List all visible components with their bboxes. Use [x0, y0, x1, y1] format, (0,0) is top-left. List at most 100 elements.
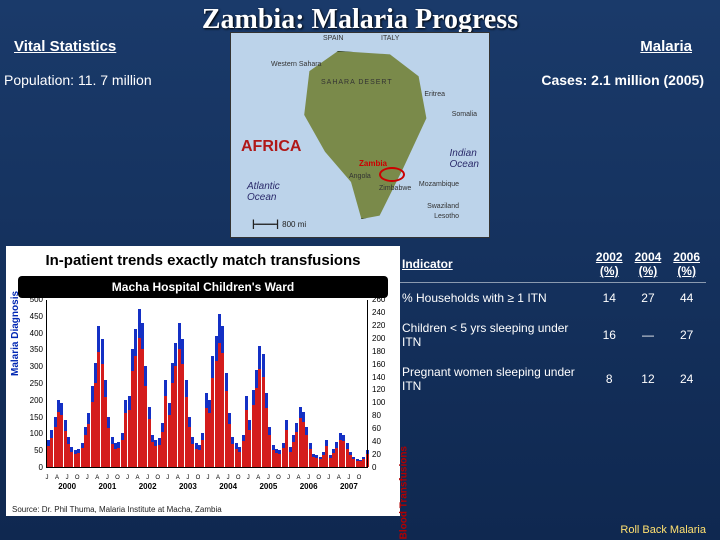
africa-map: AFRICA Atlantic Ocean Indian Ocean ┣━━━━… [230, 32, 490, 238]
year-tick: 2004 [219, 482, 237, 491]
month-tick: J [86, 475, 89, 481]
year-tick: 2006 [300, 482, 318, 491]
map-tiny-label: SPAIN [323, 35, 344, 42]
ytick-left: 50 [34, 446, 43, 455]
map-label-indian: Indian Ocean [450, 148, 479, 170]
map-tiny-label: Mozambique [419, 181, 459, 188]
table-row: Children < 5 yrs sleeping under ITN16—27 [396, 313, 706, 357]
map-tiny-label: Zimbabwe [379, 185, 411, 192]
indicator-table: Indicator2002(%)2004(%)2006(%) % Househo… [396, 246, 706, 401]
ytick-right: 40 [372, 437, 381, 446]
month-tick: A [55, 475, 59, 481]
table-header: Indicator [396, 246, 590, 283]
ytick-left: 450 [30, 312, 43, 321]
indicator-value: 14 [590, 283, 629, 314]
map-tiny-label: Angola [349, 173, 371, 180]
month-tick: J [287, 475, 290, 481]
ytick-right: 200 [372, 334, 385, 343]
month-tick: O [115, 475, 120, 481]
cases-stat: Cases: 2.1 million (2005) [541, 72, 704, 88]
ytick-left: 300 [30, 362, 43, 371]
indicator-value: 12 [629, 357, 668, 401]
month-tick: O [155, 475, 160, 481]
indicator-value: — [629, 313, 668, 357]
indicator-label: Children < 5 yrs sleeping under ITN [396, 313, 590, 357]
month-tick: J [186, 475, 189, 481]
month-tick: J [327, 475, 330, 481]
map-tiny-label: SAHARA DESERT [321, 79, 393, 86]
year-tick: 2007 [340, 482, 358, 491]
month-tick: J [106, 475, 109, 481]
month-tick: O [316, 475, 321, 481]
indicator-value: 27 [667, 313, 706, 357]
table-row: Pregnant women sleeping under ITN81224 [396, 357, 706, 401]
month-tick: J [146, 475, 149, 481]
month-tick: J [126, 475, 129, 481]
y-axis-right-label: Blood Transfusions [398, 446, 409, 539]
year-tick: 2003 [179, 482, 197, 491]
table-header: 2006(%) [667, 246, 706, 283]
vital-statistics-heading: Vital Statistics [14, 38, 116, 55]
month-tick: J [66, 475, 69, 481]
ytick-left: 500 [30, 295, 43, 304]
zambia-label: Zambia [359, 159, 387, 168]
ytick-right: 100 [372, 398, 385, 407]
month-tick: A [337, 475, 341, 481]
indicator-value: 24 [667, 357, 706, 401]
month-tick: O [236, 475, 241, 481]
month-tick: J [267, 475, 270, 481]
indicator-value: 27 [629, 283, 668, 314]
ytick-left: 200 [30, 396, 43, 405]
year-tick: 2001 [98, 482, 116, 491]
map-tiny-label: ITALY [381, 35, 399, 42]
month-tick: J [46, 475, 49, 481]
table-header: 2002(%) [590, 246, 629, 283]
indicator-label: % Households with ≥ 1 ITN [396, 283, 590, 314]
ytick-left: 350 [30, 345, 43, 354]
month-tick: J [307, 475, 310, 481]
ytick-right: 260 [372, 295, 385, 304]
month-tick: O [75, 475, 80, 481]
month-tick: A [216, 475, 220, 481]
indicator-label: Pregnant women sleeping under ITN [396, 357, 590, 401]
month-tick: J [247, 475, 250, 481]
ytick-right: 240 [372, 308, 385, 317]
map-label-atlantic: Atlantic Ocean [247, 181, 280, 203]
month-tick: O [196, 475, 201, 481]
month-tick: O [357, 475, 362, 481]
ytick-right: 220 [372, 321, 385, 330]
month-tick: J [347, 475, 350, 481]
month-tick: A [95, 475, 99, 481]
zambia-highlight-circle [379, 167, 405, 182]
month-tick: A [176, 475, 180, 481]
ytick-left: 0 [39, 463, 43, 472]
month-tick: O [276, 475, 281, 481]
ytick-right: 20 [372, 450, 381, 459]
chart-source: Source: Dr. Phil Thuma, Malaria Institut… [12, 505, 222, 514]
chart-title: In-patient trends exactly match transfus… [6, 246, 400, 270]
month-tick: J [207, 475, 210, 481]
map-tiny-label: Somalia [452, 111, 477, 118]
ytick-right: 140 [372, 373, 385, 382]
ytick-right: 180 [372, 347, 385, 356]
ytick-right: 80 [372, 411, 381, 420]
month-tick: J [166, 475, 169, 481]
map-scale-value: 800 mi [282, 220, 306, 229]
ytick-right: 60 [372, 424, 381, 433]
year-tick: 2002 [139, 482, 157, 491]
ytick-right: 120 [372, 385, 385, 394]
year-tick: 2000 [58, 482, 76, 491]
year-tick: 2005 [259, 482, 277, 491]
chart-panel: In-patient trends exactly match transfus… [6, 246, 400, 516]
malaria-heading: Malaria [640, 38, 692, 55]
population-stat: Population: 11. 7 million [4, 72, 152, 88]
indicator-value: 8 [590, 357, 629, 401]
table-header: 2004(%) [629, 246, 668, 283]
y-axis-left-label: Malaria Diagnosis [10, 291, 21, 376]
month-tick: A [256, 475, 260, 481]
indicator-value: 44 [667, 283, 706, 314]
ytick-left: 100 [30, 429, 43, 438]
ytick-right: 0 [372, 463, 376, 472]
map-scale: ┣━━━━┫ 800 mi [251, 220, 306, 229]
ytick-left: 250 [30, 379, 43, 388]
